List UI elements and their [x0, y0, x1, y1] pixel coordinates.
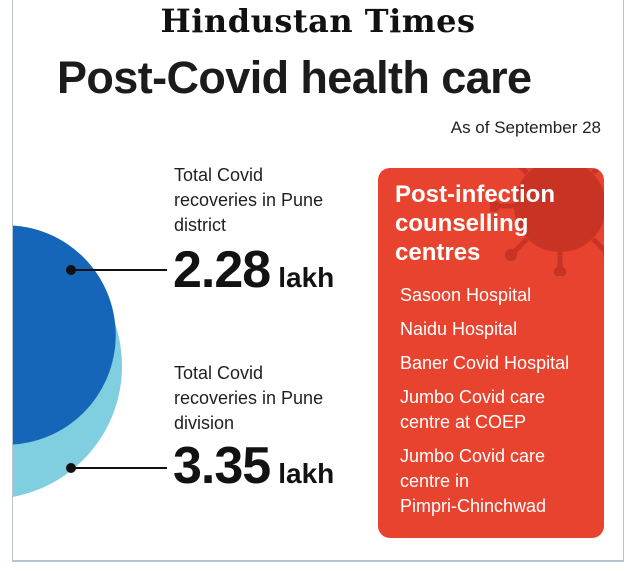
- district-stat-value: 2.28 lakh: [173, 240, 334, 300]
- panel-title-line: counselling: [395, 210, 529, 237]
- masthead-logo: Hindustan Times: [160, 2, 476, 40]
- recoveries-circles: [13, 225, 167, 497]
- district-leader-dot: [66, 265, 76, 275]
- centres-list: Sasoon Hospital Naidu Hospital Baner Cov…: [400, 283, 569, 528]
- centre-name: Sasoon Hospital: [400, 285, 532, 305]
- centre-name-line-3: Pimpri-Chinchwad: [400, 496, 547, 516]
- as-of-date: As of September 28: [450, 118, 601, 137]
- district-label-line-1: Total Covid: [174, 165, 264, 185]
- centre-item: Jumbo Covid care centre at COEP: [400, 385, 569, 435]
- centre-item: Sasoon Hospital: [400, 283, 569, 308]
- centre-item: Naidu Hospital: [400, 317, 569, 342]
- division-label-line-1: Total Covid: [174, 363, 264, 383]
- centre-item: Baner Covid Hospital: [400, 351, 569, 376]
- centre-name-line-1: Jumbo Covid care: [400, 387, 546, 407]
- infographic-frame: Hindustan Times Post-Covid health care A…: [12, 0, 624, 562]
- centre-name-line-1: Jumbo Covid care: [400, 446, 546, 466]
- district-stat-label: Total Covid recoveries in Pune district: [174, 163, 323, 238]
- division-stat-label: Total Covid recoveries in Pune division: [174, 361, 323, 436]
- division-value: 3.35: [173, 437, 271, 495]
- division-stat-value: 3.35 lakh: [173, 436, 334, 496]
- district-value: 2.28: [173, 241, 271, 299]
- counselling-centres-panel: Post-infection counselling centres Sasoo…: [378, 168, 604, 538]
- panel-title-line: centres: [395, 239, 481, 266]
- virus-icon: [490, 168, 604, 276]
- division-unit: lakh: [278, 458, 335, 489]
- district-recoveries-circle: [13, 225, 116, 445]
- district-unit: lakh: [278, 262, 335, 293]
- district-label-line-3: district: [174, 215, 227, 235]
- division-label-line-3: division: [174, 413, 235, 433]
- centre-name: Baner Covid Hospital: [400, 353, 570, 373]
- panel-title: Post-infection counselling centres: [395, 180, 555, 267]
- division-label-line-2: recoveries in Pune: [174, 388, 324, 408]
- headline: Post-Covid health care: [57, 52, 532, 103]
- centre-name-line-2: centre in: [400, 471, 470, 491]
- panel-title-line: Post-infection: [395, 181, 555, 208]
- centre-name-line-2: centre at COEP: [400, 412, 527, 432]
- division-leader-dot: [66, 463, 76, 473]
- centre-item: Jumbo Covid care centre in Pimpri-Chinch…: [400, 444, 569, 519]
- centre-name: Naidu Hospital: [400, 319, 518, 339]
- district-label-line-2: recoveries in Pune: [174, 190, 324, 210]
